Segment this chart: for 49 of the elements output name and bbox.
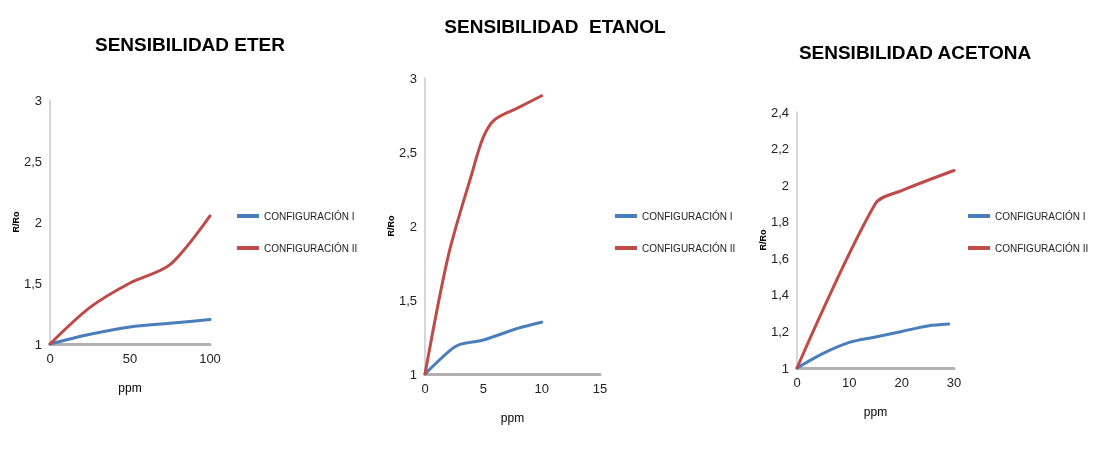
- x-axis-title: ppm: [863, 405, 888, 419]
- legend-label: CONFIGURACIÓN II: [642, 241, 736, 254]
- legend-label: CONFIGURACIÓN I: [995, 209, 1086, 222]
- x-tick-label: 50: [122, 351, 138, 366]
- x-tick-label: 20: [894, 375, 909, 390]
- x-axis-title: ppm: [500, 411, 525, 425]
- y-tick-label: 1: [34, 336, 42, 352]
- y-tick-label: 2: [34, 214, 42, 230]
- x-tick-label: 30: [946, 375, 962, 390]
- y-tick-label: 2: [781, 177, 789, 193]
- chart-title: SENSIBILIDAD ETER: [94, 34, 286, 55]
- y-tick-label: 1: [409, 366, 417, 382]
- y-tick-label: 2,2: [770, 141, 789, 157]
- x-tick-label: 100: [199, 351, 221, 366]
- y-tick-label: 1,6: [770, 250, 789, 266]
- y-tick-label: 3: [34, 92, 42, 108]
- line-series: [423, 320, 544, 376]
- x-tick-label: 0: [46, 351, 54, 366]
- x-tick-label: 10: [534, 381, 549, 396]
- x-tick-label: 10: [842, 375, 857, 390]
- y-tick-label: 1,2: [770, 323, 789, 339]
- legend-label: CONFIGURACIÓN I: [264, 209, 355, 222]
- x-axis-title: ppm: [118, 381, 142, 395]
- line-series: [423, 94, 544, 376]
- chart-title: SENSIBILIDAD ETANOL: [444, 16, 667, 37]
- y-tick-label: 1,5: [23, 275, 42, 291]
- line-series: [795, 169, 956, 370]
- y-tick-label: 3: [409, 70, 417, 86]
- y-axis-title: R/Ro: [10, 211, 21, 233]
- y-tick-label: 1,5: [398, 292, 417, 308]
- x-tick-label: 0: [793, 375, 801, 390]
- legend-label: CONFIGURACIÓN II: [995, 241, 1089, 254]
- y-tick-label: 1,4: [770, 287, 789, 303]
- y-tick-label: 2: [409, 218, 417, 234]
- y-tick-label: 2,4: [770, 104, 789, 120]
- x-tick-label: 0: [421, 381, 429, 396]
- y-tick-label: 2,5: [23, 153, 42, 169]
- y-axis-title: R/Ro: [385, 215, 396, 237]
- legend-label: CONFIGURACIÓN I: [642, 209, 733, 222]
- x-tick-label: 5: [479, 381, 487, 396]
- chart-title: SENSIBILIDAD ACETONA: [798, 42, 1032, 63]
- y-tick-label: 2,5: [398, 144, 417, 160]
- line-series: [48, 214, 212, 346]
- y-tick-label: 1: [781, 360, 789, 376]
- y-tick-label: 1,8: [770, 214, 789, 230]
- y-axis-title: R/Ro: [757, 229, 768, 251]
- line-series: [795, 322, 951, 370]
- legend-label: CONFIGURACIÓN II: [264, 241, 358, 254]
- x-tick-label: 15: [592, 381, 608, 396]
